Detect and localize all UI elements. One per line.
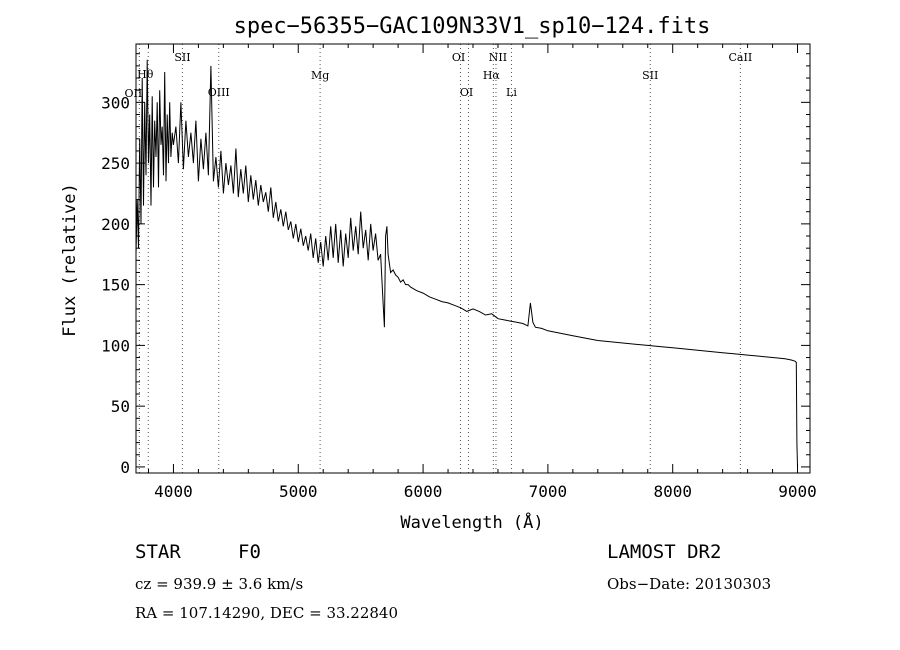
object-type: STAR [135,541,181,563]
x-tick-label: 4000 [154,482,193,501]
spectral-line-label: SII [642,69,658,82]
spectral-line-label: Hα [483,69,501,82]
y-tick-label: 100 [101,336,130,355]
x-axis-label: Wavelength (Å) [400,511,543,533]
spectral-line-label: OIII [208,86,230,99]
redshift-value: cz = 939.9 ± 3.6 km/s [135,575,304,593]
object-subclass: F0 [238,541,261,563]
spectral-line-label: Li [506,86,517,99]
x-tick-label: 5000 [279,482,318,501]
spectral-line-label: Mg [311,69,329,82]
coordinates: RA = 107.14290, DEC = 33.22840 [135,604,399,622]
y-tick-label: 200 [101,215,130,234]
spectral-line-label: OI [460,86,473,99]
y-tick-label: 300 [101,93,130,112]
observation-date: Obs−Date: 20130303 [607,575,772,593]
spectral-line-label: OI [452,51,465,64]
y-axis-label: Flux (relative) [60,183,80,337]
y-tick-label: 50 [111,397,130,416]
spectral-line-label: Hθ [137,68,154,81]
plot-frame [135,43,811,474]
x-tick-label: 7000 [529,482,568,501]
spectral-line-label: CaII [729,51,753,64]
spectral-line-label: NII [489,51,507,64]
y-tick-label: 250 [101,154,130,173]
spectral-line-label: SII [174,51,190,64]
chart-title: spec−56355−GAC109N33V1_sp10−124.fits [234,14,711,39]
y-tick-label: 150 [101,276,130,295]
x-tick-label: 8000 [653,482,692,501]
y-tick-label: 0 [120,458,130,477]
spectrum-series-line [135,59,798,467]
survey-name: LAMOST DR2 [607,541,722,563]
x-tick-label: 9000 [778,482,817,501]
x-tick-label: 6000 [404,482,443,501]
